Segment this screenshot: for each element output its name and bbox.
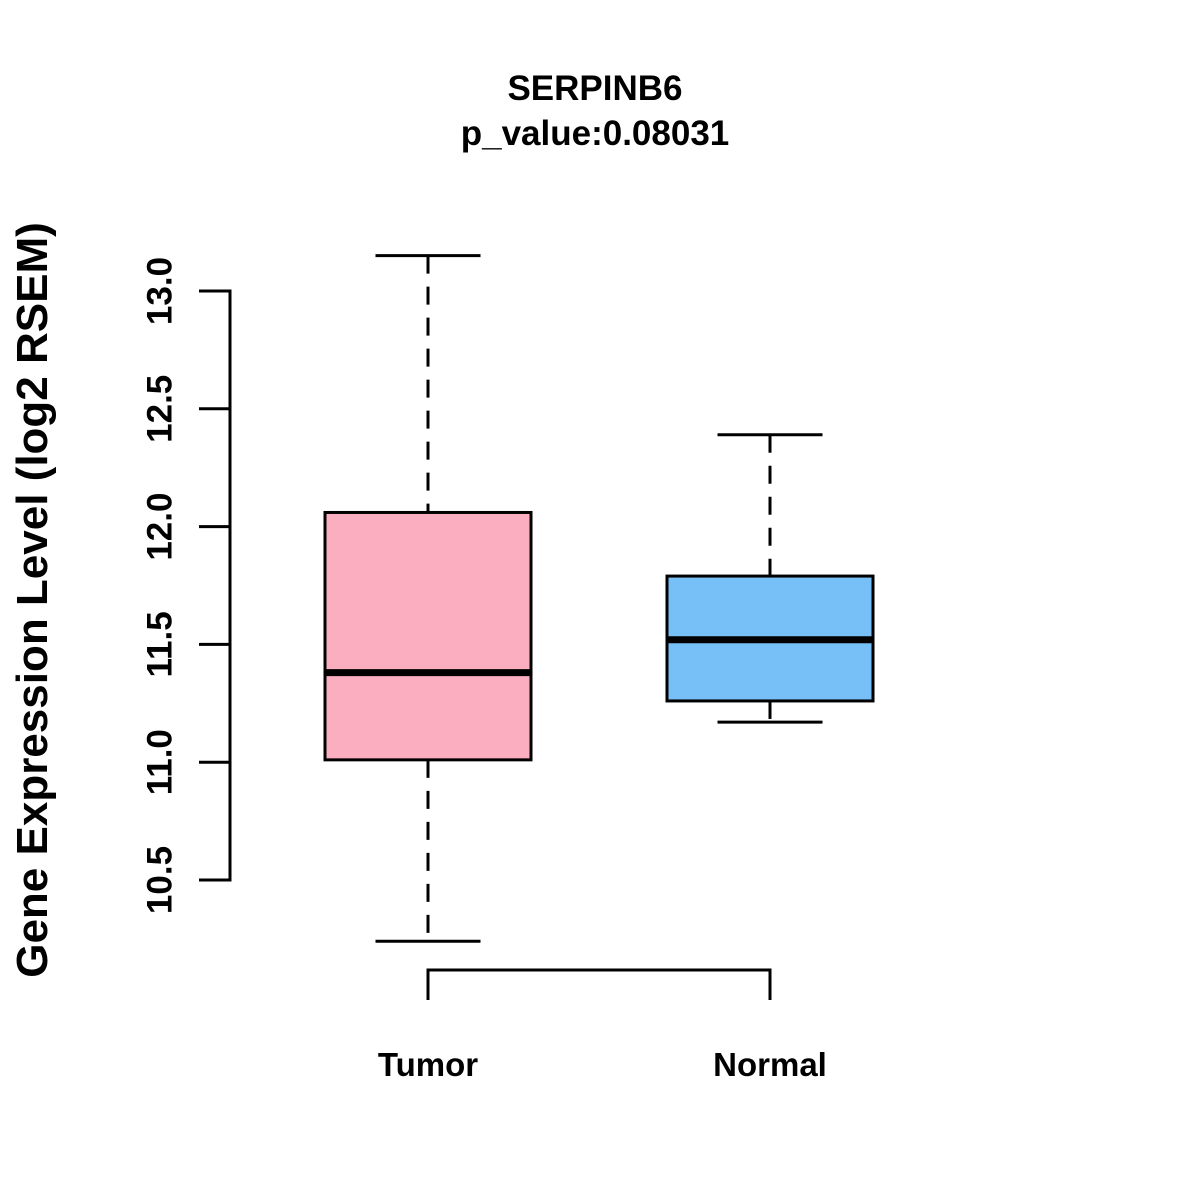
y-tick-label: 12.0 — [141, 493, 180, 561]
y-tick-label: 11.0 — [141, 729, 180, 795]
gene-title: SERPINB6 — [507, 69, 683, 108]
chart-title-block: SERPINB6 p_value:0.08031 — [461, 66, 730, 156]
y-tick-label: 12.5 — [141, 375, 180, 443]
y-tick-label: 13.0 — [141, 257, 180, 325]
pvalue-subtitle: p_value:0.08031 — [460, 114, 730, 153]
y-tick-label: 10.5 — [141, 846, 180, 914]
box-tumor — [323, 510, 533, 762]
x-axis-bracket — [426, 968, 772, 1000]
category-label-normal: Normal — [713, 1046, 827, 1083]
category-label-tumor: Tumor — [378, 1046, 478, 1083]
y-tick-label: 11.5 — [141, 611, 180, 677]
